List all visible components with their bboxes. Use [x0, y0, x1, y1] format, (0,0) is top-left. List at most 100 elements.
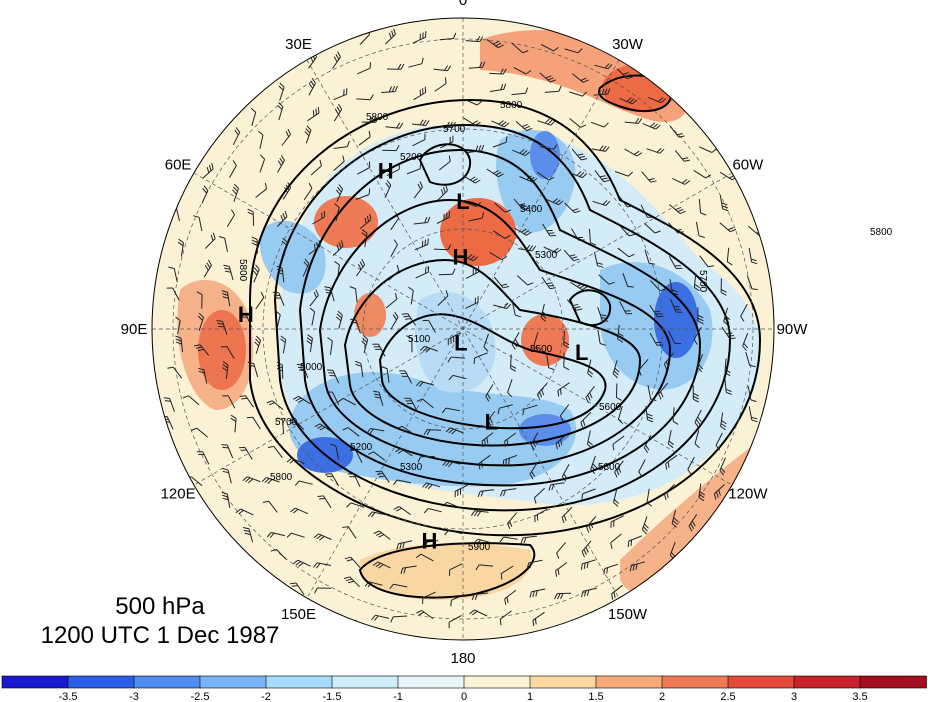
wind-barb — [357, 167, 370, 175]
wind-barb-feather — [207, 259, 212, 266]
colorbar-tick-label: 3.5 — [852, 691, 867, 702]
wind-barb — [529, 461, 539, 475]
colorbar-tick-label: 2 — [659, 691, 665, 702]
wind-barb-feather — [633, 150, 640, 155]
wind-barb-feather — [275, 310, 281, 316]
wind-barb-feather — [324, 286, 331, 289]
wind-barb-feather — [510, 364, 517, 369]
wind-barb — [504, 432, 517, 442]
wind-barb — [674, 150, 685, 162]
wind-barb-feather — [504, 441, 507, 448]
wind-barb — [695, 221, 700, 236]
wind-barb — [528, 559, 543, 564]
wind-barb-feather — [474, 594, 478, 600]
wind-barb-feather — [336, 189, 341, 195]
wind-barb — [428, 320, 436, 333]
wind-barb-feather — [470, 510, 476, 516]
wind-barb-feather — [195, 346, 202, 349]
wind-barb-feather — [304, 258, 310, 264]
wind-barb-feather — [638, 118, 643, 124]
wind-barb — [386, 368, 390, 383]
wind-barb — [698, 146, 713, 153]
wind-barb-feather — [688, 525, 693, 532]
wind-barb-feather — [280, 338, 286, 343]
wind-barb-feather — [671, 289, 678, 293]
wind-barb — [282, 420, 285, 435]
wind-barb-feather — [224, 270, 231, 273]
wind-barb — [291, 457, 305, 465]
wind-barb-feather — [336, 244, 340, 251]
wind-barb — [531, 588, 546, 593]
wind-barb — [537, 383, 548, 395]
wind-barb — [355, 194, 370, 200]
wind-barb-feather — [294, 480, 300, 486]
wind-barb-feather — [427, 238, 429, 245]
wind-barb-feather — [622, 72, 629, 75]
wind-barb-feather — [425, 348, 431, 353]
wind-barb — [668, 330, 676, 344]
wind-barb-feather — [612, 373, 618, 379]
wind-barb — [628, 535, 642, 542]
wind-barb-feather — [284, 187, 288, 193]
wind-barb — [511, 332, 520, 345]
wind-barb — [740, 303, 748, 317]
wind-barb — [371, 511, 386, 516]
wind-barb — [585, 385, 595, 398]
wind-barb-feather — [364, 217, 367, 224]
wind-barb-feather — [647, 419, 654, 423]
wind-barb-feather — [369, 94, 374, 101]
wind-barb — [375, 614, 390, 619]
longitude-label: 60E — [165, 157, 192, 174]
wind-barb-feather — [239, 395, 246, 397]
wind-barb-feather — [509, 520, 513, 527]
wind-barb-feather — [285, 131, 290, 138]
longitude-label: 150E — [281, 606, 316, 623]
wind-barb-feather — [596, 262, 603, 265]
wind-barb-feather — [655, 313, 662, 315]
wind-barb — [358, 136, 371, 146]
wind-barb — [571, 73, 584, 83]
wind-barb — [465, 271, 479, 279]
wind-barb-feather — [255, 338, 260, 344]
wind-barb-feather — [587, 372, 593, 378]
wind-barb — [253, 363, 259, 378]
wind-barb-feather — [715, 445, 721, 451]
wind-barb-feather — [586, 589, 590, 596]
wind-barb-feather — [693, 395, 699, 400]
wind-barb-feather — [417, 456, 422, 463]
wind-barb-feather — [563, 344, 570, 349]
wind-barb-feather — [405, 318, 412, 320]
wind-barb-feather — [750, 399, 757, 403]
wind-barb-feather — [751, 419, 758, 423]
wind-barb — [355, 450, 363, 464]
wind-barb — [581, 540, 592, 552]
wind-barb — [646, 148, 660, 154]
wind-barb-feather — [233, 183, 239, 189]
wind-barb — [667, 430, 672, 445]
wind-barb-feather — [590, 468, 596, 474]
wind-barb-feather — [313, 533, 319, 539]
colorbar-swatch — [595, 675, 663, 689]
wind-barb-feather — [665, 463, 668, 470]
wind-barb-feather — [503, 489, 506, 496]
wind-barb-feather — [529, 176, 535, 182]
wind-barb-feather — [338, 242, 342, 249]
wind-barb — [719, 195, 724, 209]
wind-barb-feather — [503, 302, 509, 309]
wind-barb-feather — [290, 507, 296, 513]
wind-barb-feather — [481, 441, 484, 448]
wind-barb-feather — [587, 441, 594, 446]
wind-barb-feather — [238, 509, 244, 515]
wind-barb-feather — [751, 288, 758, 291]
wind-barb — [561, 463, 570, 477]
wind-barb-feather — [720, 423, 727, 428]
wind-barb — [356, 98, 371, 101]
wind-barb-feather — [280, 335, 287, 341]
wind-barb-feather — [313, 243, 316, 250]
wind-barb — [564, 202, 576, 214]
wind-barb-feather — [297, 399, 304, 404]
wind-barb — [240, 508, 254, 516]
wind-barb — [368, 581, 383, 586]
wind-barb-feather — [663, 493, 667, 500]
wind-barb-feather — [361, 259, 366, 265]
